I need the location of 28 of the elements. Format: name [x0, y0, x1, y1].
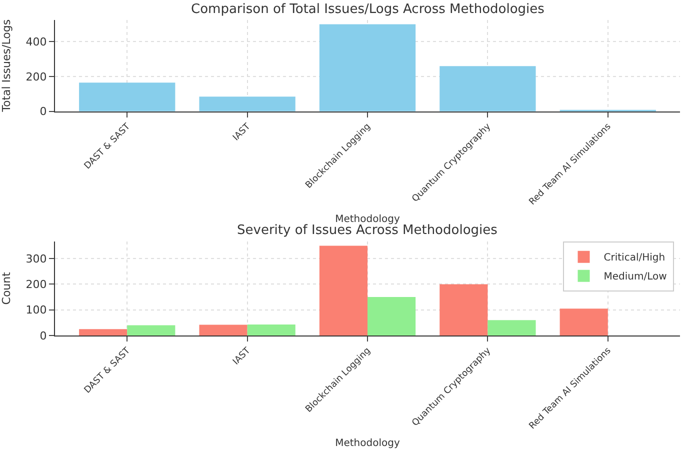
y-tick-label: 300 — [26, 252, 47, 266]
y-tick-label: 100 — [26, 304, 47, 317]
y-tick-label: 200 — [26, 70, 47, 84]
bar — [199, 96, 296, 112]
chart-title: Severity of Issues Across Methodologies — [237, 223, 498, 238]
x-axis-title: Methodology — [335, 214, 400, 225]
bar — [319, 246, 368, 336]
bar — [440, 284, 488, 336]
y-axis-title: Total Issues/Logs — [0, 19, 13, 113]
bar — [488, 320, 536, 336]
bar — [368, 297, 416, 336]
y-tick-label: 200 — [26, 278, 47, 292]
chart-title: Comparison of Total Issues/Logs Across Methodologies — [191, 2, 545, 17]
y-tick-label: 400 — [26, 36, 47, 49]
bar — [560, 308, 608, 336]
bar — [127, 325, 176, 336]
bar — [79, 329, 128, 336]
x-axis-title: Methodology — [335, 438, 400, 449]
bar — [79, 82, 176, 112]
bar — [440, 66, 536, 112]
bar — [199, 324, 248, 336]
bar — [319, 24, 416, 112]
y-tick-label: 0 — [40, 329, 47, 342]
legend-label: Critical/High — [604, 252, 666, 264]
bar — [247, 324, 296, 336]
y-axis-title: Count — [0, 271, 13, 305]
legend-label: Medium/Low — [604, 272, 667, 283]
y-tick-label: 0 — [40, 105, 47, 118]
